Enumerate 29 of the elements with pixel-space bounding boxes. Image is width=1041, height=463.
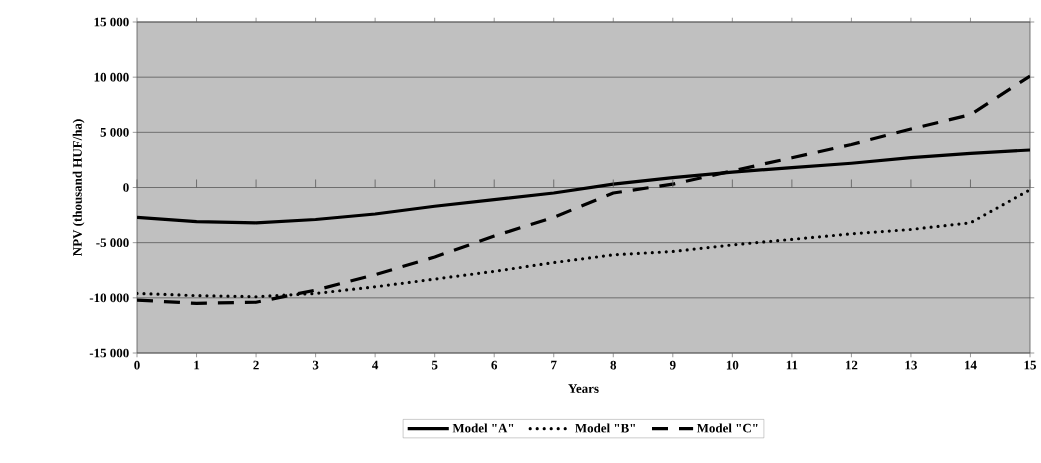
x-tick-label: 2 — [253, 360, 259, 370]
x-tick-label: 3 — [312, 360, 319, 370]
x-tick-label: 10 — [726, 360, 739, 370]
x-tick-label: 11 — [786, 360, 798, 370]
x-tick-label: 1 — [194, 360, 200, 370]
y-tick-label: 15 000 — [94, 17, 129, 27]
x-tick-label: 9 — [669, 360, 676, 370]
y-tick-label: 5 000 — [100, 127, 129, 137]
legend-label: Model "A" — [452, 423, 514, 433]
x-tick-label: 5 — [431, 360, 438, 370]
legend-label: Model "B" — [575, 423, 635, 433]
x-tick-label: 8 — [610, 360, 617, 370]
x-tick-label: 7 — [551, 360, 557, 370]
x-tick-label: 14 — [965, 360, 977, 370]
line-series — [137, 74, 1031, 305]
legend-label: Model "C" — [696, 423, 758, 433]
y-tick-label: 10 000 — [94, 72, 129, 82]
y-tick-label: -15 000 — [89, 348, 129, 358]
x-tick-label: 4 — [372, 360, 379, 370]
y-tick-label: -10 000 — [89, 293, 129, 303]
y-axis-title: NPV (thousand HUF/ha) — [72, 119, 85, 256]
x-tick-label: 12 — [845, 360, 858, 370]
x-tick-label: 0 — [134, 360, 140, 370]
x-tick-label: 6 — [491, 360, 498, 370]
y-tick-label: -5 000 — [96, 238, 129, 248]
x-axis-title: Years — [568, 384, 599, 393]
x-tick-label: 13 — [905, 360, 917, 370]
y-tick-label: 0 — [123, 183, 129, 192]
x-tick-label: 15 — [1024, 360, 1037, 370]
